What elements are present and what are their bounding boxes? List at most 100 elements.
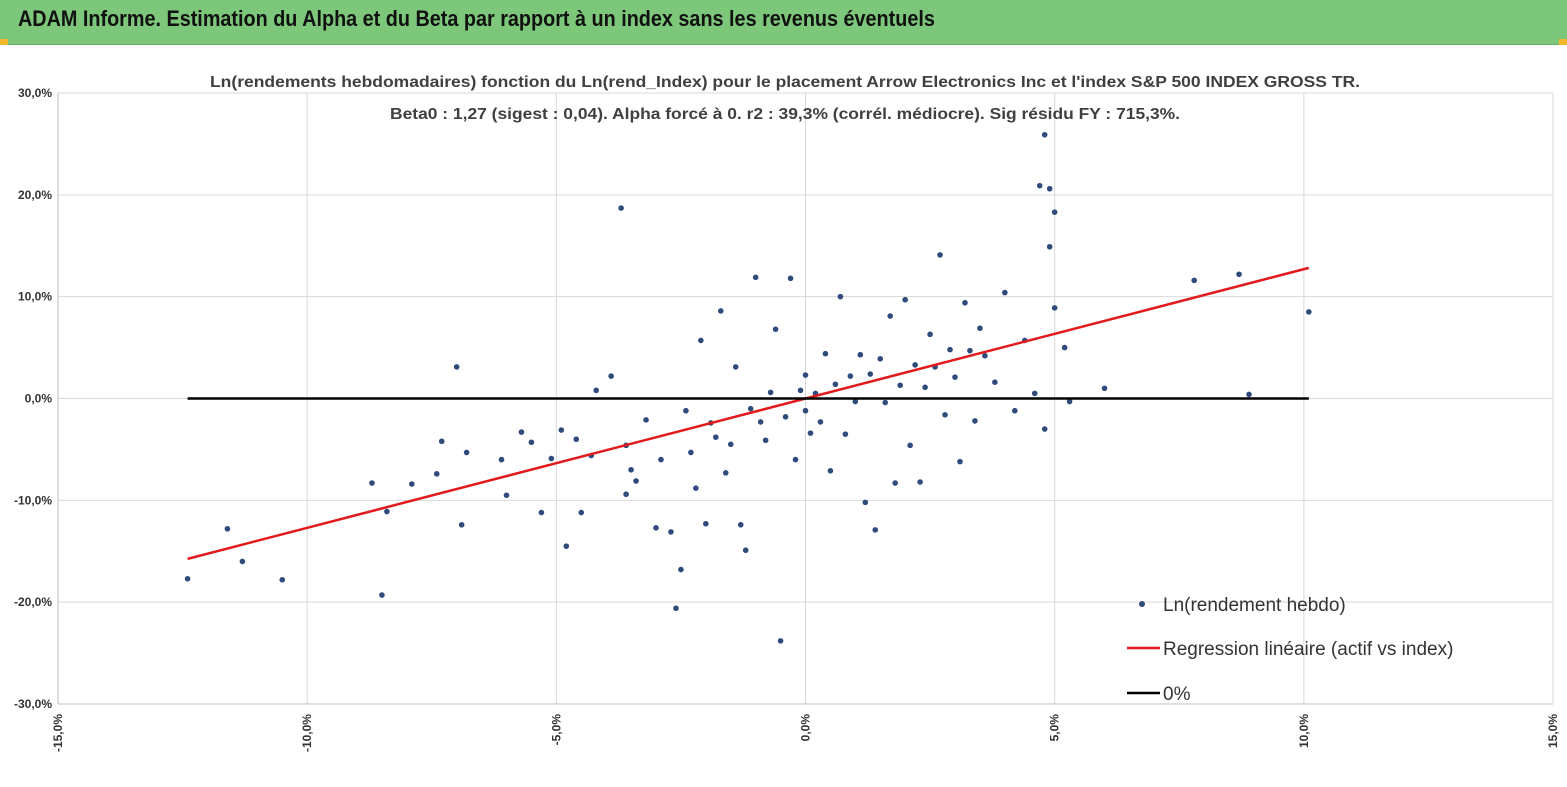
data-point xyxy=(817,419,824,425)
data-point xyxy=(673,605,679,612)
x-tick-label: 10,0% xyxy=(1297,714,1311,748)
data-point xyxy=(767,389,774,396)
data-point xyxy=(762,437,769,444)
data-point xyxy=(433,471,440,477)
data-point xyxy=(463,449,470,456)
data-point xyxy=(727,441,734,448)
data-point xyxy=(503,492,510,499)
legend-label-regression: Regression linéaire (actif vs index) xyxy=(1163,639,1453,660)
data-point xyxy=(887,313,894,319)
data-point xyxy=(279,576,286,583)
x-tick-label: -10,0% xyxy=(300,714,314,752)
data-point xyxy=(618,205,624,211)
data-point xyxy=(972,418,978,424)
data-point xyxy=(1002,289,1008,296)
data-point xyxy=(807,430,814,436)
data-point xyxy=(907,442,913,449)
data-point xyxy=(518,429,525,435)
data-point xyxy=(698,337,704,344)
report-title: ADAM Informe. Estimation du Alpha et du … xyxy=(18,6,935,31)
chart-subtitle: Beta0 : 1,27 (sigest : 0,04). Alpha forc… xyxy=(390,106,1180,123)
data-point xyxy=(757,419,764,425)
data-point xyxy=(822,350,829,357)
legend-label-zero: 0% xyxy=(1163,684,1191,705)
data-point xyxy=(608,373,614,379)
data-point xyxy=(1012,407,1018,414)
data-point xyxy=(852,398,859,405)
data-point xyxy=(653,525,659,531)
data-point xyxy=(224,526,231,532)
data-point xyxy=(882,399,889,406)
data-point xyxy=(1031,390,1038,397)
data-point xyxy=(867,371,874,377)
data-point xyxy=(369,480,375,486)
data-point xyxy=(927,331,933,338)
data-point xyxy=(862,499,869,506)
data-point xyxy=(1066,398,1073,405)
data-point xyxy=(792,456,799,463)
x-tick-label: -15,0% xyxy=(51,714,65,752)
data-point xyxy=(713,434,719,440)
data-point xyxy=(643,417,649,423)
report-header: ADAM Informe. Estimation du Alpha et du … xyxy=(0,0,1567,45)
data-point xyxy=(872,527,879,533)
data-point xyxy=(688,449,694,456)
data-point xyxy=(1191,277,1197,284)
data-point xyxy=(847,373,854,379)
y-tick-label: -30,0% xyxy=(14,697,52,711)
data-point xyxy=(498,456,505,463)
data-point xyxy=(917,479,923,485)
data-point xyxy=(1046,185,1053,192)
header-corner-right xyxy=(1559,39,1567,45)
data-point xyxy=(1061,344,1068,351)
data-point xyxy=(977,325,983,332)
data-point xyxy=(947,346,953,353)
data-point xyxy=(992,379,998,386)
data-point xyxy=(982,352,988,359)
data-point xyxy=(633,478,639,484)
data-point xyxy=(937,252,943,258)
data-point xyxy=(1046,243,1053,250)
data-point xyxy=(962,299,968,306)
data-point xyxy=(747,405,754,412)
data-point xyxy=(623,491,629,498)
data-point xyxy=(892,480,898,486)
data-point xyxy=(184,575,191,582)
data-point xyxy=(752,274,759,281)
data-point xyxy=(732,364,739,370)
data-point xyxy=(384,508,390,515)
data-point xyxy=(453,364,460,370)
data-point xyxy=(782,414,789,420)
data-point xyxy=(857,351,864,358)
data-point xyxy=(912,362,918,368)
data-point xyxy=(897,382,903,389)
data-point xyxy=(777,638,784,644)
data-point xyxy=(458,521,465,528)
y-tick-label: 10,0% xyxy=(18,290,52,304)
data-point xyxy=(802,372,809,378)
legend-point-marker xyxy=(1139,601,1145,607)
x-tick-label: 5,0% xyxy=(1048,714,1062,742)
data-point xyxy=(1246,391,1252,398)
data-point xyxy=(593,387,599,394)
data-point xyxy=(548,455,555,462)
data-point xyxy=(967,347,973,354)
data-point xyxy=(842,431,849,437)
y-tick-label: -10,0% xyxy=(14,493,52,507)
data-point xyxy=(239,558,246,565)
data-point xyxy=(802,407,809,414)
x-tick-label: 15,0% xyxy=(1546,714,1560,748)
legend: Ln(rendement hebdo) Regression linéaire … xyxy=(1127,595,1453,705)
x-tick-label: 0,0% xyxy=(799,714,813,742)
data-point xyxy=(1041,131,1048,138)
x-tick-label: -5,0% xyxy=(549,714,563,746)
data-point xyxy=(528,439,535,446)
data-point xyxy=(837,293,844,300)
data-point xyxy=(628,466,634,473)
header-corner-left xyxy=(0,39,8,45)
y-tick-label: 30,0% xyxy=(18,86,52,100)
data-point xyxy=(942,411,948,418)
y-tick-label: 0,0% xyxy=(25,392,53,406)
data-point xyxy=(1036,182,1043,189)
